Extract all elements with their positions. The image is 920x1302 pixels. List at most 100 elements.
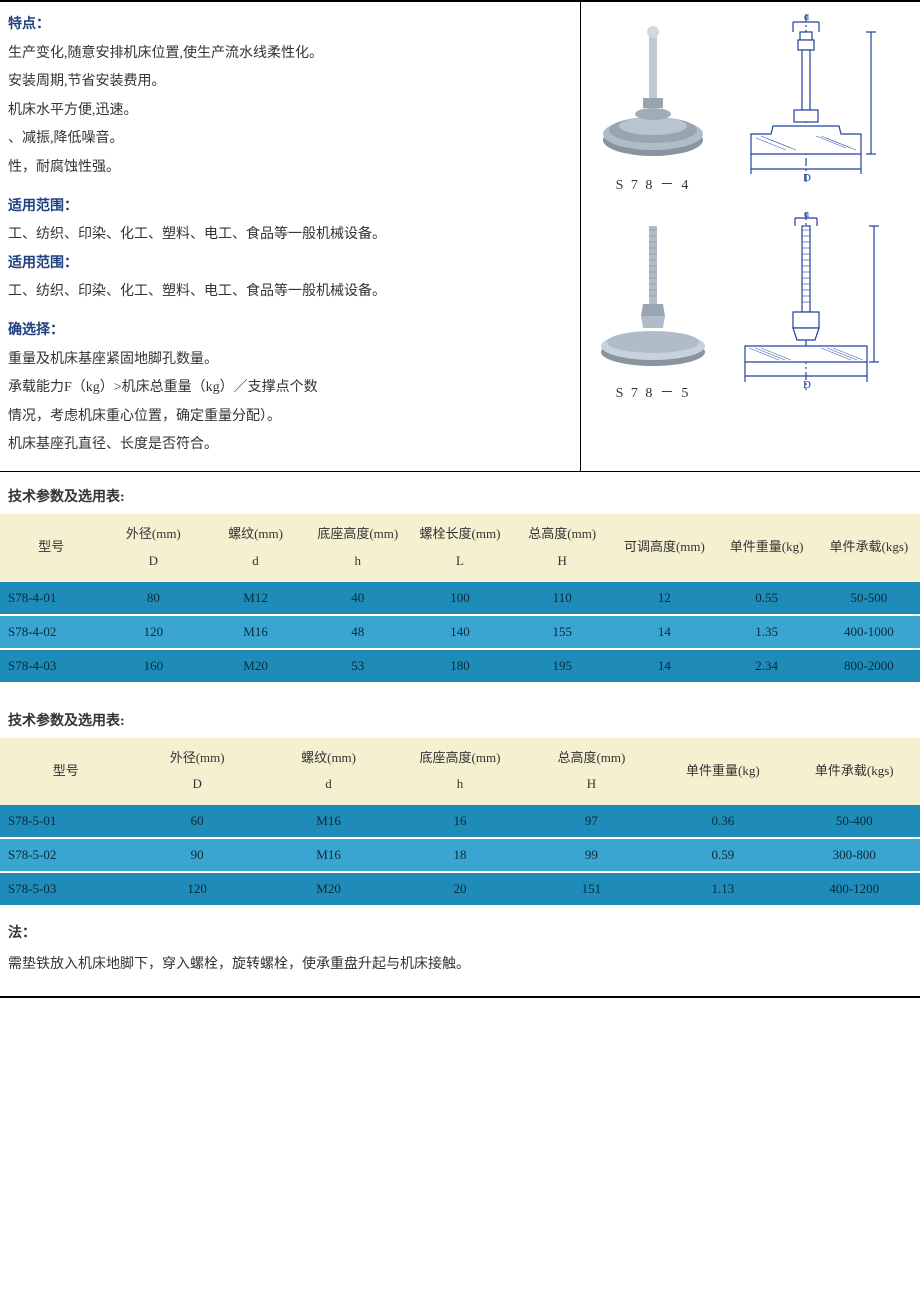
- method-heading: 法：: [8, 921, 912, 948]
- table-cell: 120: [131, 872, 262, 906]
- table-cell: M12: [204, 582, 306, 615]
- features-line: 性，耐腐蚀性强。: [8, 155, 572, 182]
- table-cell: 14: [613, 615, 715, 649]
- table-cell: S78-4-03: [0, 649, 102, 683]
- table2-header-row: 型号外径(mm)D螺纹(mm)d底座高度(mm)h总高度(mm)H单件重量(kg…: [0, 738, 920, 806]
- table-cell: S78-5-03: [0, 872, 131, 906]
- table-cell: M16: [263, 805, 394, 838]
- table-header-cell: 外径(mm)D: [102, 514, 204, 582]
- table-cell: 800-2000: [818, 649, 920, 683]
- s78-4-diagram-icon: d D: [731, 14, 881, 194]
- selection-line: 情况，考虑机床重心位置，确定重量分配）。: [8, 404, 572, 431]
- table-cell: 40: [307, 582, 409, 615]
- table-cell: 60: [131, 805, 262, 838]
- table-cell: 300-800: [789, 838, 920, 872]
- table-header-cell: 单件重量(kg): [716, 514, 818, 582]
- table-header-cell: 总高度(mm)H: [511, 514, 613, 582]
- table-cell: 120: [102, 615, 204, 649]
- table-cell: 155: [511, 615, 613, 649]
- table-cell: M16: [263, 838, 394, 872]
- table-cell: 180: [409, 649, 511, 683]
- table-cell: M20: [263, 872, 394, 906]
- table-row: S78-5-03120M20201511.13400-1200: [0, 872, 920, 906]
- table1-title: 技术参数及选用表:: [0, 472, 920, 514]
- table1-header-row: 型号外径(mm)D螺纹(mm)d底座高度(mm)h螺栓长度(mm)L总高度(mm…: [0, 514, 920, 582]
- table-cell: M20: [204, 649, 306, 683]
- features-list: 生产变化,随意安排机床位置,使生产流水线柔性化。安装周期,节省安装费用。机床水平…: [8, 41, 572, 182]
- top-section: 特点： 生产变化,随意安排机床位置,使生产流水线柔性化。安装周期,节省安装费用。…: [0, 2, 920, 472]
- table-cell: 2.34: [716, 649, 818, 683]
- table-cell: 0.55: [716, 582, 818, 615]
- scope2-heading: 适用范围：: [8, 251, 572, 278]
- table-header-cell: 螺纹(mm)d: [263, 738, 394, 806]
- table-cell: 50-400: [789, 805, 920, 838]
- product-s78-5-photo: S 7 8 － 5: [593, 218, 713, 402]
- table-cell: 18: [394, 838, 525, 872]
- method-line: 需垫铁放入机床地脚下，穿入螺栓，旋转螺栓，使承重盘升起与机床接触。: [8, 952, 912, 979]
- table-row: S78-4-02120M1648140155141.35400-1000: [0, 615, 920, 649]
- table-cell: S78-4-02: [0, 615, 102, 649]
- table-header-cell: 螺栓长度(mm)L: [409, 514, 511, 582]
- table-header-cell: 外径(mm)D: [131, 738, 262, 806]
- table2-title: 技术参数及选用表:: [0, 696, 920, 738]
- table-cell: 400-1000: [818, 615, 920, 649]
- image-column: S 7 8 － 4 d: [580, 2, 920, 471]
- table-cell: 1.13: [657, 872, 788, 906]
- table-cell: S78-4-01: [0, 582, 102, 615]
- table-cell: 16: [394, 805, 525, 838]
- table-header-cell: 单件承载(kgs): [818, 514, 920, 582]
- features-heading: 特点：: [8, 12, 572, 39]
- table-header-cell: 单件重量(kg): [657, 738, 788, 806]
- selection-heading: 确选择：: [8, 318, 572, 345]
- table-row: S78-5-0290M1618990.59300-800: [0, 838, 920, 872]
- spec-table-2: 型号外径(mm)D螺纹(mm)d底座高度(mm)h总高度(mm)H单件重量(kg…: [0, 738, 920, 908]
- table-cell: 14: [613, 649, 715, 683]
- table-cell: 100: [409, 582, 511, 615]
- scope1-line: 工、纺织、印染、化工、塑料、电工、食品等一般机械设备。: [8, 222, 572, 249]
- table-cell: 140: [409, 615, 511, 649]
- s78-5-diagram-icon: d: [731, 212, 881, 402]
- table-header-cell: 可调高度(mm): [613, 514, 715, 582]
- table-cell: 195: [511, 649, 613, 683]
- table-header-cell: 底座高度(mm)h: [394, 738, 525, 806]
- selection-list: 重量及机床基座紧固地脚孔数量。承载能力F（kg）>机床总重量（kg）／支撑点个数…: [8, 347, 572, 459]
- features-line: 、减振,降低噪音。: [8, 126, 572, 153]
- table-cell: 110: [511, 582, 613, 615]
- product-s78-4-photo: S 7 8 － 4: [593, 20, 713, 194]
- text-column: 特点： 生产变化,随意安排机床位置,使生产流水线柔性化。安装周期,节省安装费用。…: [0, 2, 580, 471]
- table-cell: 0.36: [657, 805, 788, 838]
- table-cell: 80: [102, 582, 204, 615]
- table-cell: 90: [131, 838, 262, 872]
- table-cell: 151: [526, 872, 657, 906]
- table-cell: 53: [307, 649, 409, 683]
- s78-5-label: S 7 8 － 5: [616, 382, 691, 402]
- table-row: S78-4-03160M2053180195142.34800-2000: [0, 649, 920, 683]
- table-cell: 20: [394, 872, 525, 906]
- features-line: 机床水平方便,迅速。: [8, 98, 572, 125]
- table-cell: 400-1200: [789, 872, 920, 906]
- table-cell: S78-5-01: [0, 805, 131, 838]
- scope2-line: 工、纺织、印染、化工、塑料、电工、食品等一般机械设备。: [8, 279, 572, 306]
- svg-text:D: D: [803, 379, 811, 391]
- table-header-cell: 型号: [0, 738, 131, 806]
- product-s78-4: S 7 8 － 4 d: [593, 14, 908, 194]
- table-header-cell: 底座高度(mm)h: [307, 514, 409, 582]
- product-s78-5: S 7 8 － 5 d: [593, 212, 908, 402]
- document-body: 特点： 生产变化,随意安排机床位置,使生产流水线柔性化。安装周期,节省安装费用。…: [0, 0, 920, 998]
- svg-text:d: d: [804, 212, 809, 220]
- s78-5-render-icon: [593, 218, 713, 378]
- svg-text:d: d: [804, 14, 809, 23]
- table-cell: 97: [526, 805, 657, 838]
- table-cell: S78-5-02: [0, 838, 131, 872]
- features-line: 安装周期,节省安装费用。: [8, 69, 572, 96]
- s78-4-render-icon: [593, 20, 713, 170]
- table-header-cell: 螺纹(mm)d: [204, 514, 306, 582]
- table-row: S78-5-0160M1616970.3650-400: [0, 805, 920, 838]
- selection-line: 承载能力F（kg）>机床总重量（kg）／支撑点个数: [8, 375, 572, 402]
- selection-line: 重量及机床基座紧固地脚孔数量。: [8, 347, 572, 374]
- scope1-heading: 适用范围：: [8, 194, 572, 221]
- selection-line: 机床基座孔直径、长度是否符合。: [8, 432, 572, 459]
- table-cell: 48: [307, 615, 409, 649]
- table-cell: 50-500: [818, 582, 920, 615]
- table-header-cell: 单件承载(kgs): [789, 738, 920, 806]
